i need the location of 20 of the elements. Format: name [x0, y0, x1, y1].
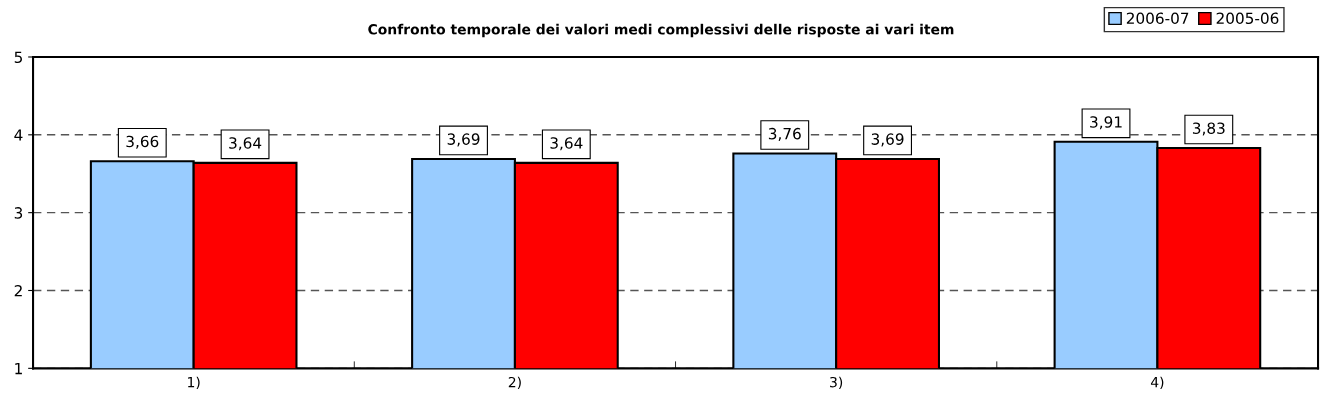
data-label: 3,69 [871, 133, 904, 147]
x-tick-label: 3) [830, 376, 843, 390]
data-label: 3,64 [550, 137, 583, 151]
y-tick-label: 5 [14, 51, 22, 63]
data-label: 3,69 [447, 133, 480, 147]
data-label: 3,91 [1090, 116, 1122, 130]
data-label: 3,76 [768, 127, 801, 141]
y-tick-label: 2 [14, 284, 22, 297]
legend-label: 2006-07 [1126, 12, 1189, 25]
x-tick-label: 2) [508, 376, 521, 390]
y-tick-label: 3 [14, 207, 23, 219]
y-tick-label: 1 [15, 363, 22, 375]
x-tick-label: 1) [188, 376, 200, 390]
data-label: 3,66 [126, 135, 159, 149]
chart-title: Confronto temporale dei valori medi complessivi delle risposte ai vari item [368, 23, 954, 38]
x-tick-label: 4) [1150, 376, 1164, 390]
y-tick-label: 4 [14, 129, 23, 141]
legend-label: 2005-06 [1216, 12, 1279, 25]
data-label: 3,83 [1192, 122, 1225, 136]
data-label: 3,64 [229, 137, 262, 151]
